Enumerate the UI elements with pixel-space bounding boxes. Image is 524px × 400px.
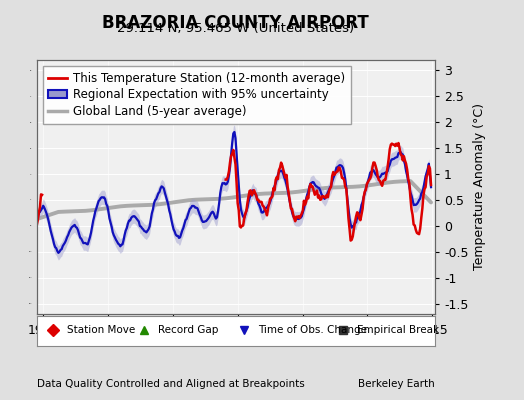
- Text: Time of Obs. Change: Time of Obs. Change: [258, 326, 367, 335]
- Text: Record Gap: Record Gap: [158, 326, 219, 335]
- Text: 29.114 N, 95.465 W (United States): 29.114 N, 95.465 W (United States): [117, 22, 354, 35]
- Text: Berkeley Earth: Berkeley Earth: [358, 379, 435, 389]
- Text: BRAZORIA COUNTY AIRPORT: BRAZORIA COUNTY AIRPORT: [102, 14, 369, 32]
- Y-axis label: Temperature Anomaly (°C): Temperature Anomaly (°C): [473, 104, 486, 270]
- Text: Data Quality Controlled and Aligned at Breakpoints: Data Quality Controlled and Aligned at B…: [37, 379, 304, 389]
- Legend: This Temperature Station (12-month average), Regional Expectation with 95% uncer: This Temperature Station (12-month avera…: [42, 66, 351, 124]
- Text: Station Move: Station Move: [67, 326, 135, 335]
- Text: Empirical Break: Empirical Break: [357, 326, 440, 335]
